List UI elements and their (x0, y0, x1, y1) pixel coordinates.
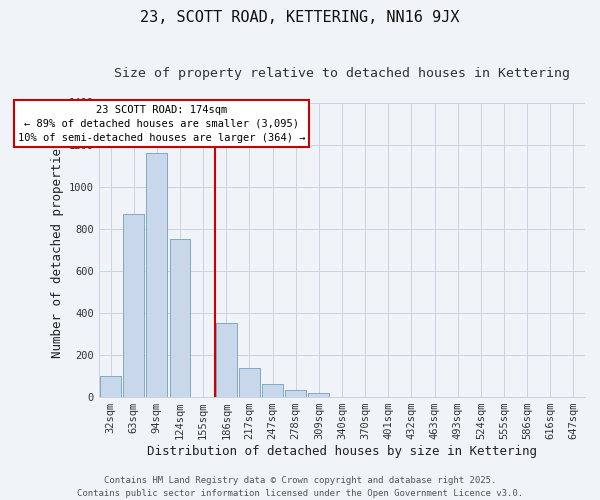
Bar (239, 368, 260, 396)
Bar (216, 323, 236, 396)
Bar (100, 376, 121, 396)
Title: Size of property relative to detached houses in Kettering: Size of property relative to detached ho… (114, 68, 570, 80)
Text: Contains HM Land Registry data © Crown copyright and database right 2025.
Contai: Contains HM Land Registry data © Crown c… (77, 476, 523, 498)
Y-axis label: Number of detached properties: Number of detached properties (50, 141, 64, 358)
Bar (170, 239, 190, 396)
Bar (146, 153, 167, 396)
Bar (123, 214, 144, 396)
Bar (308, 394, 329, 396)
Bar (262, 384, 283, 396)
X-axis label: Distribution of detached houses by size in Kettering: Distribution of detached houses by size … (147, 444, 537, 458)
Text: 23, SCOTT ROAD, KETTERING, NN16 9JX: 23, SCOTT ROAD, KETTERING, NN16 9JX (140, 10, 460, 25)
Text: 23 SCOTT ROAD: 174sqm
← 89% of detached houses are smaller (3,095)
10% of semi-d: 23 SCOTT ROAD: 174sqm ← 89% of detached … (18, 104, 305, 142)
Bar (285, 390, 306, 396)
